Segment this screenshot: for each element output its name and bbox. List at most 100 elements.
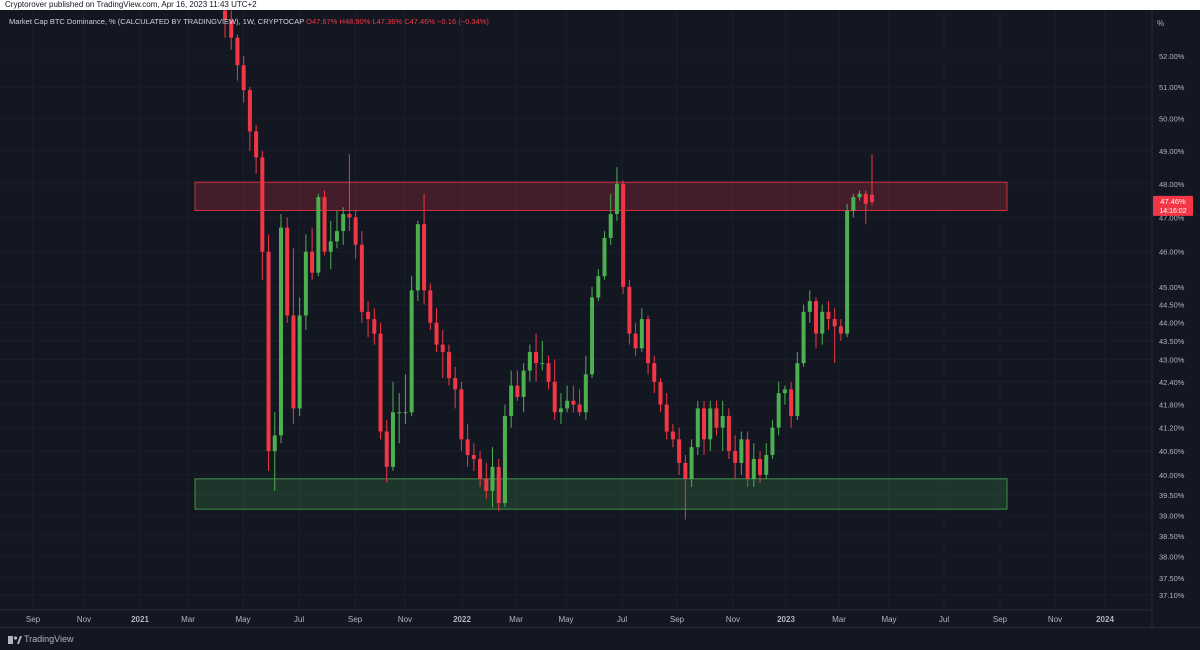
candle-body [540, 363, 545, 365]
candlestick-chart[interactable]: 52.00% 51.00% 50.00% 49.00% 48.00% 47.00% 46.0… [0, 10, 1200, 627]
candle-body [646, 319, 651, 364]
candle-body [590, 297, 595, 375]
y-tick-label: 40.00% [1159, 471, 1185, 480]
candle-body [353, 217, 358, 245]
legend-open: O47.67% [306, 17, 338, 26]
x-tick-label: May [558, 615, 573, 624]
candle-body [384, 431, 389, 467]
candle-body [795, 363, 800, 417]
footer-brand: TradingView [24, 634, 74, 644]
candle-body [496, 466, 501, 504]
candle-body [689, 447, 694, 479]
y-tick-label: 41.20% [1159, 424, 1185, 433]
candle-body [614, 183, 619, 215]
candle-body [465, 439, 470, 456]
x-tick-label: Sep [26, 615, 41, 624]
candle-body [820, 311, 825, 334]
candle-body [322, 197, 327, 252]
legend-high: H48.90% [339, 17, 371, 26]
y-tick-label: 49.00% [1159, 147, 1185, 156]
candle-body [515, 385, 520, 397]
x-tick-label: Sep [993, 615, 1008, 624]
candle-body [303, 251, 308, 316]
tradingview-logo-icon [8, 636, 22, 644]
candle-body [235, 37, 240, 66]
legend-symbol: Market Cap BTC Dominance, % (CALCULATED … [9, 17, 305, 26]
candle-body [720, 416, 725, 428]
candle-body [583, 374, 588, 413]
candle-body [521, 370, 526, 397]
candle-body [633, 333, 638, 349]
candle-body [434, 322, 439, 345]
y-tick-label: 37.50% [1159, 574, 1185, 583]
candle-body [814, 301, 819, 334]
y-tick-label: 38.00% [1159, 553, 1185, 562]
candle-body [260, 157, 265, 252]
candle-body [627, 286, 632, 334]
candle-body [546, 363, 551, 382]
y-tick-label: 42.40% [1159, 378, 1185, 387]
candle-body [328, 241, 333, 252]
y-tick-label: 41.80% [1159, 401, 1185, 410]
candle-body [422, 224, 427, 291]
candle-body [558, 408, 563, 413]
y-tick-label: 50.00% [1159, 115, 1185, 124]
candle-body [758, 458, 763, 475]
candle-body [241, 65, 246, 91]
candle-body [826, 311, 831, 320]
candle-body [702, 408, 707, 440]
candle-body [428, 290, 433, 323]
candle-body [316, 197, 321, 273]
y-tick-label: 43.50% [1159, 337, 1185, 346]
candle-body [596, 276, 601, 298]
x-tick-label: Mar [509, 615, 523, 624]
candle-body [415, 224, 420, 291]
candle-body [291, 315, 296, 409]
candle-body [751, 458, 756, 479]
candle-body [683, 462, 688, 479]
candle-body [254, 131, 259, 158]
candle-body [670, 431, 675, 440]
candle-body [845, 210, 850, 334]
candle-body [608, 214, 613, 238]
candle-body [677, 439, 682, 463]
price-scale-unit: % [1157, 19, 1165, 28]
candle-body [789, 389, 794, 417]
candle-body [223, 10, 227, 20]
x-tick-label: 2024 [1096, 615, 1114, 624]
candle-body [708, 408, 713, 440]
candle-body [652, 363, 657, 382]
candle-body [278, 227, 283, 436]
candle-body [229, 19, 234, 38]
x-tick-label: Jul [617, 615, 627, 624]
x-tick-label: Nov [398, 615, 412, 624]
x-tick-label: 2023 [777, 615, 795, 624]
x-tick-label: Sep [348, 615, 363, 624]
candle-body [397, 412, 402, 414]
y-tick-label: 47.00% [1159, 213, 1185, 222]
x-tick-label: Mar [832, 615, 846, 624]
candle-body [378, 333, 383, 432]
candle-body [726, 416, 731, 452]
x-tick-label: Sep [670, 615, 685, 624]
publisher-bar: Cryptorover published on TradingView.com… [0, 0, 1200, 10]
candle-body [776, 393, 781, 428]
candle-body [403, 412, 408, 414]
x-tick-label: Mar [181, 615, 195, 624]
candle-body [801, 311, 806, 364]
x-tick-label: May [235, 615, 250, 624]
y-tick-label: 51.00% [1159, 83, 1185, 92]
candle-body [577, 404, 582, 413]
candle-body [527, 351, 532, 371]
candle-body [297, 315, 302, 409]
legend-low: L47.36% [372, 17, 403, 26]
candle-body [390, 412, 395, 467]
y-tick-label: 44.00% [1159, 319, 1185, 328]
candle-body [764, 455, 769, 475]
candle-body [446, 351, 451, 379]
candle-body [621, 183, 626, 287]
y-tick-label: 38.50% [1159, 532, 1185, 541]
support-zone [194, 478, 1008, 510]
candle-body [490, 466, 495, 491]
candle-body [285, 227, 290, 316]
